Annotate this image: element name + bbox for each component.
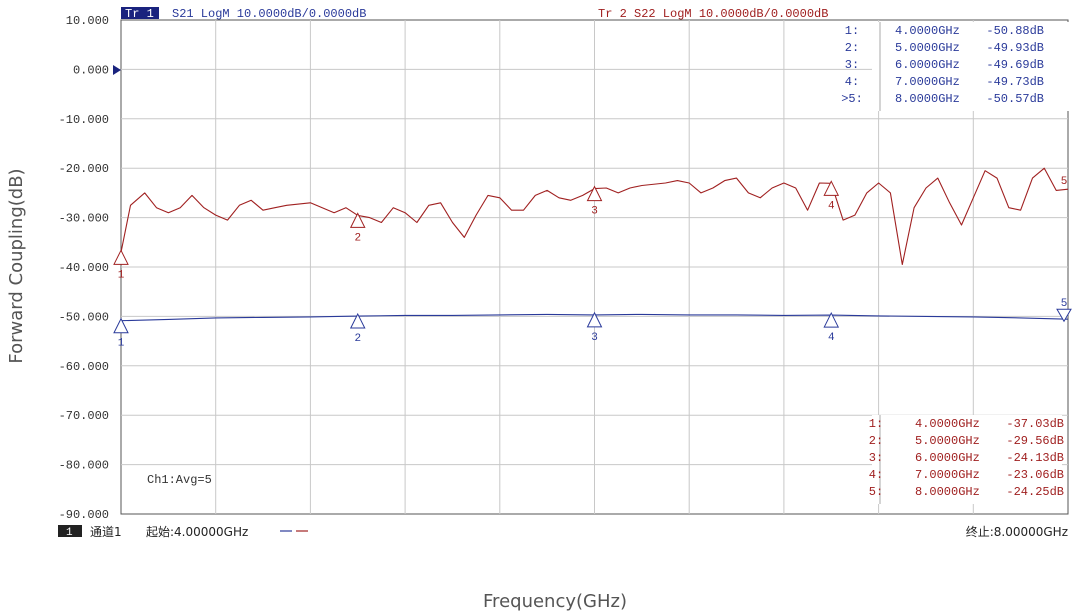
- marker-table-freq: 4.0000GHz: [915, 417, 980, 431]
- marker-label: 4: [828, 200, 835, 212]
- marker-label: 5: [1061, 176, 1068, 188]
- channel-box-label: 1: [66, 527, 73, 539]
- y-tick-label: -70.000: [59, 409, 109, 423]
- y-tick-label: -80.000: [59, 459, 109, 473]
- reference-left-arrow-icon: [113, 65, 121, 75]
- marker-table-id: 5:: [869, 485, 883, 499]
- marker-table-value: -49.69dB: [986, 58, 1044, 72]
- marker-table-id: 4:: [869, 468, 883, 482]
- marker-table-freq: 8.0000GHz: [915, 485, 980, 499]
- marker-label: 4: [828, 332, 835, 344]
- marker-table-value: -29.56dB: [1006, 434, 1064, 448]
- marker-table-value: -23.06dB: [1006, 468, 1064, 482]
- marker-table-freq: 5.0000GHz: [915, 434, 980, 448]
- marker-table-value: -50.57dB: [986, 92, 1044, 106]
- marker-table-id: 2:: [845, 41, 859, 55]
- y-tick-label: -50.000: [59, 310, 109, 324]
- marker-table-id: 1:: [845, 24, 859, 38]
- y-tick-label: -30.000: [59, 212, 109, 226]
- channel-name: 通道1: [90, 525, 122, 539]
- y-tick-label: -10.000: [59, 113, 109, 127]
- marker-table-value: -37.03dB: [1006, 417, 1064, 431]
- marker-table-freq: 5.0000GHz: [895, 41, 960, 55]
- marker-table-value: -24.25dB: [1006, 485, 1064, 499]
- y-tick-labels: 10.000 0.000 -10.000 -20.000 -30.000 -40.000 -…: [59, 14, 109, 522]
- marker-label: 3: [591, 332, 598, 344]
- marker-table-id: 3:: [845, 58, 859, 72]
- marker-triangle: [351, 213, 365, 227]
- marker-table-freq: 6.0000GHz: [915, 451, 980, 465]
- marker-triangle: [114, 250, 128, 264]
- marker-table-freq: 4.0000GHz: [895, 24, 960, 38]
- marker-triangles: 1 2 3 4 5 1 2 3 4 5: [114, 176, 1071, 350]
- marker-label: 1: [118, 338, 125, 350]
- start-frequency-label: 起始:4.00000GHz: [146, 525, 248, 539]
- y-tick-label: -60.000: [59, 360, 109, 374]
- marker-table-id: 3:: [869, 451, 883, 465]
- marker-table-value: -49.93dB: [986, 41, 1044, 55]
- trace2-header: Tr 2 S22 LogM 10.0000dB/0.0000dB: [598, 7, 828, 21]
- marker-table-id: 1:: [869, 417, 883, 431]
- marker-table-id: >5:: [841, 92, 863, 106]
- marker-table-freq: 7.0000GHz: [895, 75, 960, 89]
- marker-tables: 1: 4.0000GHz -50.88dB 2: 5.0000GHz -49.93dB 3:…: [841, 22, 1072, 504]
- marker-table-freq: 6.0000GHz: [895, 58, 960, 72]
- marker-label: 1: [118, 269, 125, 281]
- trace1-header: S21 LogM 10.0000dB/0.0000dB: [172, 7, 366, 21]
- y-axis-label: Forward Coupling(dB): [6, 168, 27, 363]
- trace1-tag: Tr 1: [125, 7, 154, 21]
- marker-table-value: -24.13dB: [1006, 451, 1064, 465]
- marker-label: 3: [591, 206, 598, 218]
- marker-table-value: -50.88dB: [986, 24, 1044, 38]
- y-tick-label: 0.000: [73, 63, 109, 77]
- avg-label: Ch1:Avg=5: [147, 473, 212, 487]
- marker-label: 2: [354, 232, 361, 244]
- y-tick-label: -20.000: [59, 162, 109, 176]
- y-tick-label: -40.000: [59, 261, 109, 275]
- marker-table-freq: 8.0000GHz: [895, 92, 960, 106]
- marker-table-id: 4:: [845, 75, 859, 89]
- marker-label: 5: [1061, 298, 1068, 310]
- y-tick-label: -90.000: [59, 508, 109, 522]
- x-axis-label: Frequency(GHz): [483, 591, 627, 612]
- marker-table-value: -49.73dB: [986, 75, 1044, 89]
- marker-table-freq: 7.0000GHz: [915, 468, 980, 482]
- y-tick-label: 10.000: [66, 14, 109, 28]
- marker-table-id: 2:: [869, 434, 883, 448]
- stop-frequency-label: 终止:8.00000GHz: [966, 524, 1068, 539]
- marker-label: 2: [354, 333, 361, 345]
